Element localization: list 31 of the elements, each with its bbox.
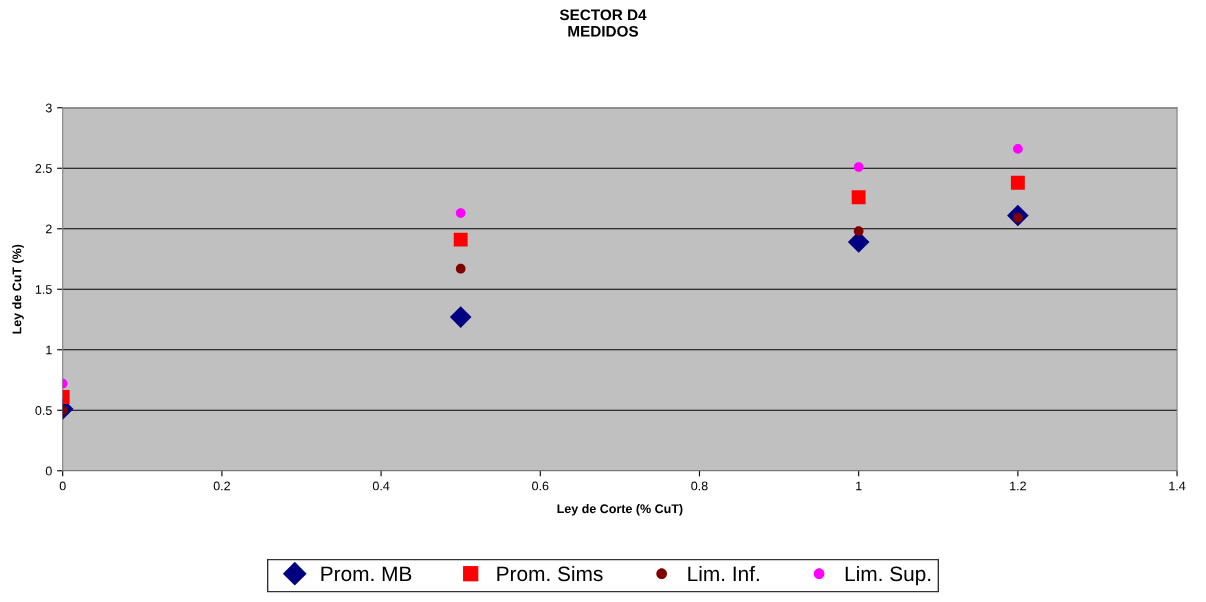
point: [853, 162, 864, 172]
x-tick-label: 0.6: [532, 481, 549, 491]
x-tick-label: 0.8: [691, 481, 708, 491]
y-tick-label: 2: [45, 224, 52, 234]
y-axis-title: Ley de CuT (%): [12, 244, 24, 334]
point: [453, 232, 468, 247]
y-tick-label: 0: [45, 466, 52, 476]
x-tick-label: 1.4: [1169, 481, 1186, 491]
point: [1013, 144, 1023, 154]
chart-title: SECTOR D4 MEDIDOS: [559, 9, 647, 37]
legend-label: Prom. MB: [321, 566, 412, 582]
point: [853, 226, 864, 237]
point: [851, 190, 866, 205]
x-axis-title: Ley de Corte (% CuT): [557, 503, 683, 516]
legend-label: Prom. Sims: [497, 565, 603, 582]
point: [455, 208, 466, 218]
y-tick-label: 2.5: [35, 164, 52, 173]
legend-label: Lim. Inf.: [688, 565, 759, 582]
y-tick-label: 0.5: [35, 406, 52, 415]
y-tick-label: 3: [45, 103, 52, 113]
y-tick-label: 1.5: [35, 285, 52, 294]
x-tick-label: 0.2: [213, 481, 230, 491]
point: [1010, 175, 1025, 190]
x-tick-label: 1.2: [1010, 481, 1026, 491]
legend-label: Lim. Sup.: [845, 565, 931, 586]
y-tick-label: 1: [46, 345, 52, 355]
x-tick-label: 0.4: [372, 481, 390, 491]
x-tick-label: 1: [856, 481, 862, 491]
point: [449, 306, 472, 328]
point: [455, 263, 466, 274]
x-tick-label: 0: [59, 481, 66, 491]
